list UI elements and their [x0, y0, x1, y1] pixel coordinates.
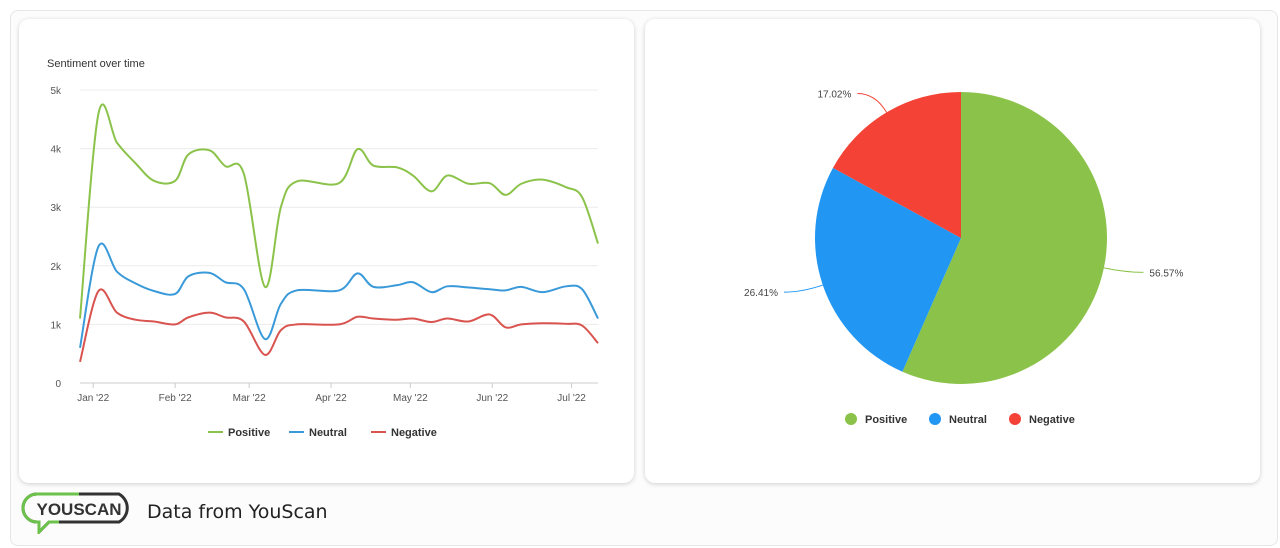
legend-label-neutral: Neutral	[949, 414, 987, 426]
y-tick-label: 1k	[50, 320, 62, 331]
sentiment-line-chart-card: Sentiment over time 0 1k 2k 3k 4k 5k Jan '22 Feb…	[19, 19, 634, 483]
legend-label-negative: Negative	[1029, 414, 1075, 426]
series-line-neutral	[79, 242, 599, 349]
pie-slice-negative	[832, 92, 961, 238]
y-tick-label: 5k	[50, 86, 62, 97]
x-tick-label: Apr '22	[315, 393, 347, 404]
pie-slice-positive	[902, 92, 1107, 384]
youscan-logo: YOUSCAN	[21, 492, 129, 534]
x-tick-label: Jun '22	[476, 393, 508, 404]
y-tick-label: 0	[55, 379, 61, 390]
legend-dot-neutral	[929, 413, 941, 425]
y-tick-label: 3k	[50, 203, 62, 214]
x-tick-label: Mar '22	[233, 393, 266, 404]
x-tick-label: May '22	[393, 393, 428, 404]
pie-slice-neutral	[815, 167, 961, 372]
pie-data-label: 56.57%	[1149, 268, 1183, 279]
line-chart: Sentiment over time 0 1k 2k 3k 4k 5k Jan '22 Feb…	[47, 58, 599, 439]
sentiment-pie-chart-card: 56.57% Positive 26.41% Neutral 17.02% Negativ…	[645, 19, 1260, 483]
footer: YOUSCAN Data from YouScan	[19, 492, 328, 534]
pie-chart: 56.57% Positive 26.41% Neutral 17.02% Negativ…	[744, 89, 1183, 426]
series-line-negative	[79, 288, 599, 363]
pie-leader-line	[857, 92, 888, 113]
footer-text: Data from YouScan	[147, 501, 328, 523]
legend-label-negative: Negative	[391, 427, 437, 439]
legend-dot-negative	[1009, 413, 1021, 425]
pie-data-label: 26.41%	[744, 288, 778, 299]
legend-dot-positive	[845, 413, 857, 425]
legend-label-positive: Positive	[865, 414, 907, 426]
legend-label-neutral: Neutral	[309, 427, 347, 439]
x-tick-label: Jul '22	[557, 393, 586, 404]
pie-leader-line	[783, 284, 823, 293]
x-tick-label: Jan '22	[77, 393, 109, 404]
chart-title: Sentiment over time	[47, 58, 145, 70]
series-line-positive	[79, 103, 599, 319]
y-tick-label: 2k	[50, 262, 62, 273]
y-tick-label: 4k	[50, 145, 62, 156]
pie-leader-line	[1103, 267, 1144, 273]
x-tick-label: Feb '22	[159, 393, 192, 404]
logo-text: YOUSCAN	[36, 500, 121, 519]
legend-label-positive: Positive	[228, 427, 270, 439]
pie-data-label: 17.02%	[817, 89, 851, 100]
